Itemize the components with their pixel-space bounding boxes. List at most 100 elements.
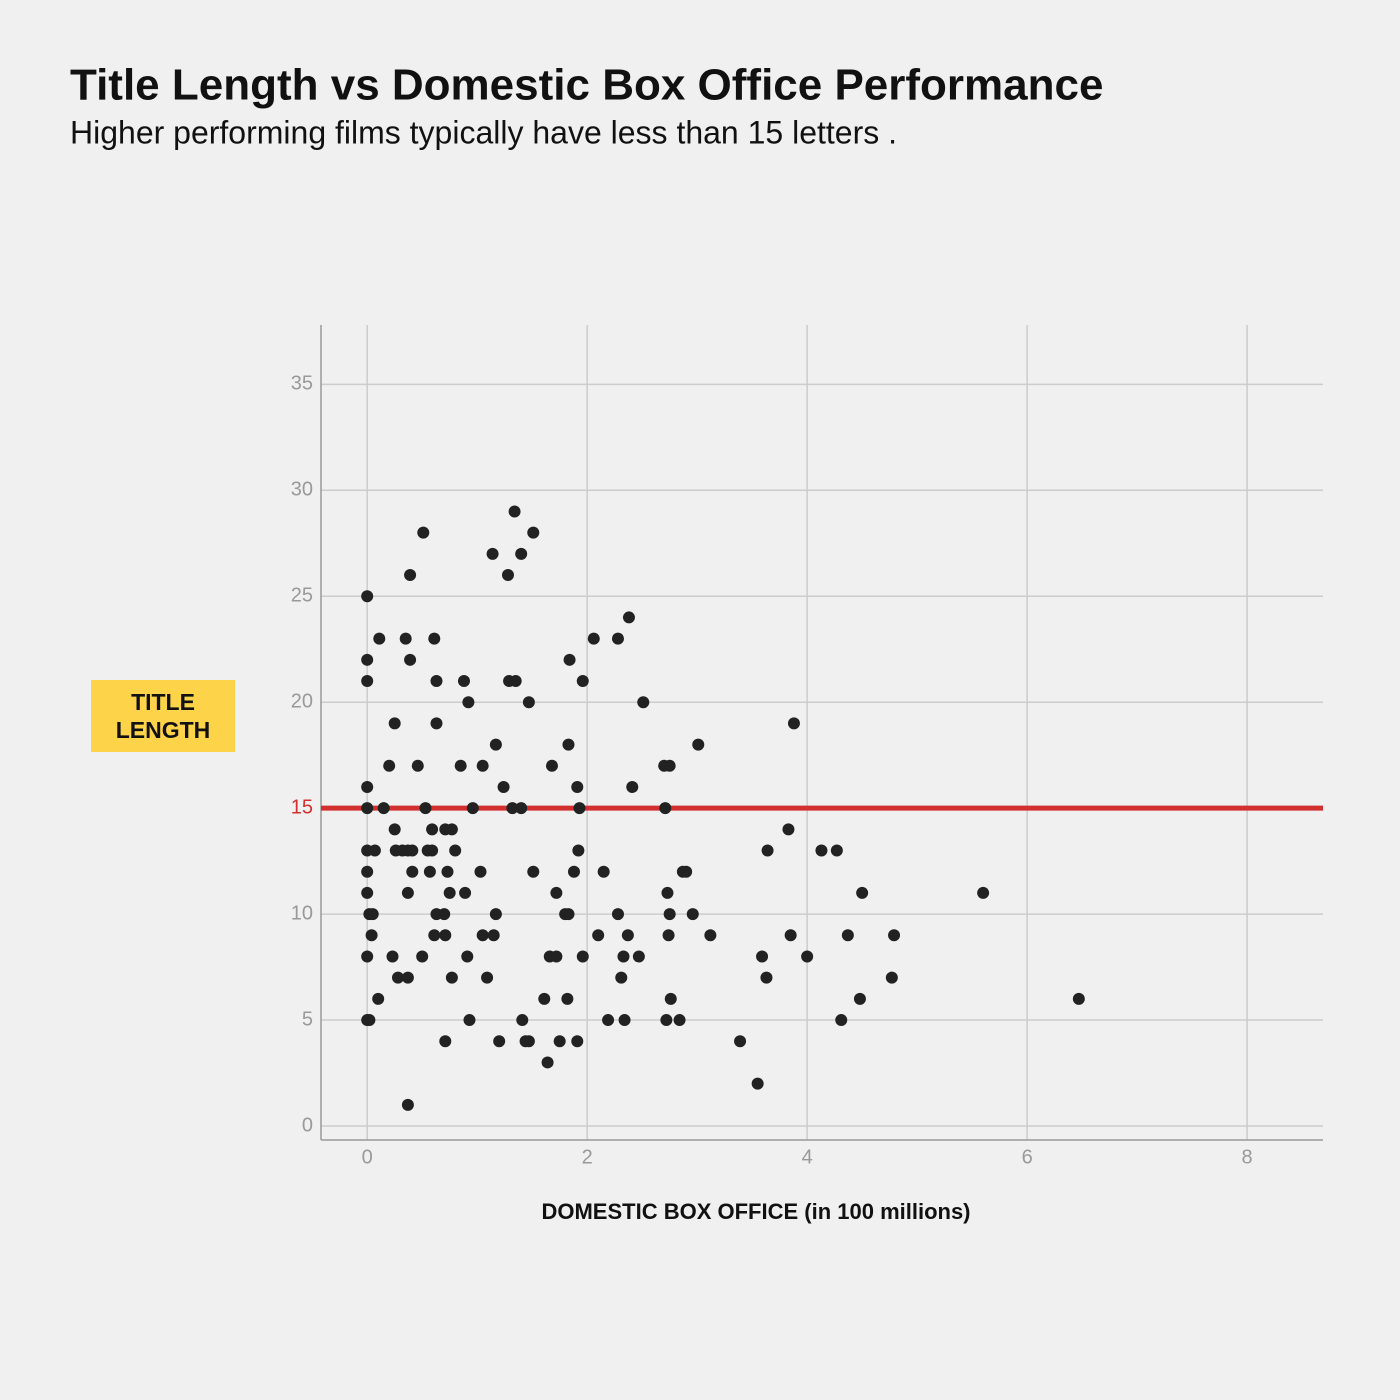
point <box>756 950 769 963</box>
chart-title: Title Length vs Domestic Box Office Perf… <box>70 61 1103 110</box>
point <box>443 886 456 899</box>
point <box>366 908 379 921</box>
point <box>515 547 528 560</box>
point <box>423 865 436 878</box>
point <box>406 865 419 878</box>
point <box>368 844 381 857</box>
point <box>663 759 676 772</box>
y-tick-label: 15 <box>291 796 313 818</box>
point <box>977 886 990 899</box>
point <box>815 844 828 857</box>
point <box>428 929 441 942</box>
point <box>751 1077 764 1090</box>
point <box>686 908 699 921</box>
point <box>661 886 674 899</box>
point <box>417 526 430 539</box>
point <box>489 738 502 751</box>
point <box>401 1098 414 1111</box>
point <box>663 908 676 921</box>
point <box>527 526 540 539</box>
point <box>572 844 585 857</box>
x-axis-label: DOMESTIC BOX OFFICE (in 100 millions) <box>541 1199 970 1224</box>
point <box>734 1035 747 1048</box>
point <box>361 865 374 878</box>
point <box>361 780 374 793</box>
point <box>615 971 628 984</box>
point <box>545 759 558 772</box>
point <box>497 780 510 793</box>
point <box>659 802 672 815</box>
y-tick-label: 20 <box>291 690 313 712</box>
point <box>461 950 474 963</box>
point <box>419 802 432 815</box>
point <box>373 632 386 645</box>
point <box>506 802 519 815</box>
y-tick-label: 5 <box>302 1008 313 1030</box>
point <box>466 802 479 815</box>
point <box>372 992 385 1005</box>
point <box>692 738 705 751</box>
x-tick-label: 8 <box>1242 1146 1253 1168</box>
point <box>476 929 489 942</box>
point <box>365 929 378 942</box>
point <box>787 717 800 730</box>
point <box>801 950 814 963</box>
point <box>401 886 414 899</box>
point <box>481 971 494 984</box>
point <box>438 908 451 921</box>
point <box>561 992 574 1005</box>
point <box>426 844 439 857</box>
point <box>439 929 452 942</box>
point <box>363 1014 376 1027</box>
point <box>830 844 843 857</box>
point <box>454 759 467 772</box>
point <box>782 823 795 836</box>
point <box>673 1014 686 1027</box>
point <box>361 950 374 963</box>
point <box>441 865 454 878</box>
point <box>622 611 635 624</box>
point <box>662 929 675 942</box>
point <box>508 505 521 518</box>
point <box>430 675 443 688</box>
point <box>760 971 773 984</box>
x-tick-label: 6 <box>1022 1146 1033 1168</box>
point <box>611 908 624 921</box>
point <box>401 971 414 984</box>
point <box>430 717 443 730</box>
point <box>853 992 866 1005</box>
chart-subtitle: Higher performing films typically have l… <box>70 114 897 150</box>
point <box>426 823 439 836</box>
point <box>538 992 551 1005</box>
point <box>621 929 634 942</box>
point <box>597 865 610 878</box>
point <box>487 929 500 942</box>
point <box>361 590 374 603</box>
point <box>361 802 374 815</box>
point <box>462 696 475 709</box>
point <box>391 971 404 984</box>
point <box>486 547 499 560</box>
point <box>567 865 580 878</box>
y-tick-label: 10 <box>291 902 313 924</box>
point <box>573 802 586 815</box>
point <box>841 929 854 942</box>
point <box>361 653 374 666</box>
y-tick-label: 30 <box>291 479 313 501</box>
point <box>550 950 563 963</box>
point <box>527 865 540 878</box>
point <box>522 1035 535 1048</box>
y-axis-label: TITLE LENGTH <box>91 680 235 752</box>
point <box>463 1014 476 1027</box>
point <box>576 675 589 688</box>
point <box>637 696 650 709</box>
point <box>386 950 399 963</box>
point <box>361 675 374 688</box>
point <box>399 632 412 645</box>
point <box>562 738 575 751</box>
point <box>761 844 774 857</box>
point <box>361 886 374 899</box>
point <box>416 950 429 963</box>
y-tick-label: 35 <box>291 373 313 395</box>
